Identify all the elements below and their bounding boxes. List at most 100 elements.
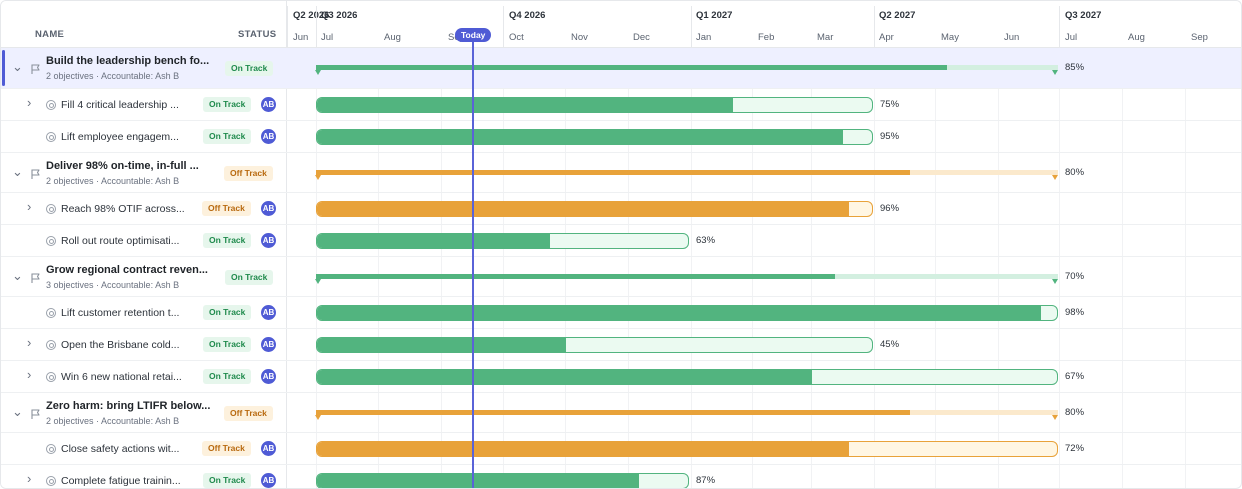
status-column-header[interactable]: STATUS (238, 29, 277, 40)
goal-row[interactable]: ⌄ Deliver 98% on-time, in-full ... 2 objec… (1, 153, 287, 193)
objective-progress-fill (317, 370, 813, 384)
objective-title[interactable]: Close safety actions wit... (61, 443, 180, 455)
end-marker-icon (1052, 175, 1058, 180)
avatar[interactable]: AB (261, 233, 276, 248)
quarter-divider (691, 6, 692, 48)
objective-target-icon (46, 236, 56, 246)
progress-label: 70% (1065, 271, 1085, 282)
objective-title[interactable]: Roll out route optimisati... (61, 235, 180, 247)
objective-title[interactable]: Open the Brisbane cold... (61, 339, 180, 351)
month-label: May (941, 32, 959, 43)
objective-row[interactable]: › Reach 98% OTIF across... Off Track AB (1, 193, 287, 225)
status-badge: On Track (225, 270, 274, 285)
chevron-down-icon[interactable]: ⌄ (12, 164, 23, 179)
status-badge: On Track (203, 233, 252, 248)
objective-title[interactable]: Complete fatigue trainin... (61, 475, 181, 487)
goal-progress-bar[interactable] (316, 170, 1058, 175)
goal-row[interactable]: ⌄ Grow regional contract reven... 3 object… (1, 257, 287, 297)
flag-icon (30, 271, 42, 283)
objective-progress-fill (317, 98, 733, 112)
objective-progress-bar[interactable] (316, 97, 873, 113)
goal-progress-bar[interactable] (316, 274, 1058, 279)
goal-progress-bar[interactable] (316, 410, 1058, 415)
start-marker-icon (315, 70, 321, 75)
goal-row[interactable]: ⌄ Build the leadership bench fo... 2 objec… (1, 48, 287, 89)
avatar[interactable]: AB (261, 473, 276, 488)
goal-progress-fill (316, 274, 836, 279)
goal-progress-fill (316, 65, 947, 70)
chevron-right-icon[interactable]: › (27, 471, 32, 486)
objective-row[interactable]: Roll out route optimisati... On Track AB (1, 225, 287, 257)
avatar[interactable]: AB (261, 441, 276, 456)
objective-progress-fill (317, 442, 850, 456)
objective-progress-fill (317, 474, 639, 488)
chevron-right-icon[interactable]: › (27, 335, 32, 350)
goal-list-panel: NAME STATUS ⌄ Build the leadership bench … (1, 1, 287, 488)
goal-progress-bar[interactable] (316, 65, 1058, 70)
objective-title[interactable]: Fill 4 critical leadership ... (61, 99, 179, 111)
objective-title[interactable]: Lift customer retention t... (61, 307, 180, 319)
objective-progress-bar[interactable] (316, 201, 873, 217)
quarter-divider (503, 6, 504, 48)
avatar[interactable]: AB (261, 129, 276, 144)
timeline-row: 63% (287, 225, 1241, 257)
objective-title[interactable]: Lift employee engagem... (61, 131, 179, 143)
objective-title[interactable]: Reach 98% OTIF across... (61, 203, 185, 215)
quarter-label-q3-2026: Q3 2026 (321, 10, 358, 21)
objective-target-icon (46, 204, 56, 214)
chevron-down-icon[interactable]: ⌄ (12, 268, 23, 283)
goal-row[interactable]: ⌄ Zero harm: bring LTIFR below... 2 object… (1, 393, 287, 433)
status-badge: On Track (203, 305, 252, 320)
status-badge: Off Track (202, 441, 251, 456)
objective-progress-bar[interactable] (316, 473, 689, 488)
chevron-right-icon[interactable]: › (27, 95, 32, 110)
objective-progress-bar[interactable] (316, 441, 1058, 457)
objective-target-icon (46, 372, 56, 382)
chevron-right-icon[interactable]: › (27, 367, 32, 382)
objective-title[interactable]: Win 6 new national retai... (61, 371, 182, 383)
grid-line (998, 48, 999, 488)
end-marker-icon (1052, 279, 1058, 284)
start-marker-icon (315, 279, 321, 284)
avatar[interactable]: AB (261, 305, 276, 320)
objective-progress-bar[interactable] (316, 369, 1058, 385)
objective-row[interactable]: › Win 6 new national retai... On Track AB (1, 361, 287, 393)
name-column-header[interactable]: NAME (35, 29, 65, 40)
objective-row[interactable]: Lift employee engagem... On Track AB (1, 121, 287, 153)
status-badge: On Track (203, 129, 252, 144)
avatar[interactable]: AB (261, 201, 276, 216)
objective-row[interactable]: › Open the Brisbane cold... On Track AB (1, 329, 287, 361)
objective-progress-fill (317, 202, 849, 216)
objective-row[interactable]: › Fill 4 critical leadership ... On Track A… (1, 89, 287, 121)
goal-title[interactable]: Grow regional contract reven... (46, 264, 208, 276)
list-header: NAME STATUS (1, 1, 287, 48)
goal-title[interactable]: Build the leadership bench fo... (46, 55, 210, 67)
month-label: Sep (1191, 32, 1208, 43)
objective-progress-bar[interactable] (316, 305, 1058, 321)
avatar[interactable]: AB (261, 337, 276, 352)
objective-progress-bar[interactable] (316, 233, 689, 249)
objective-row[interactable]: › Complete fatigue trainin... On Track AB (1, 465, 287, 488)
chevron-down-icon[interactable]: ⌄ (12, 59, 23, 74)
objective-progress-fill (317, 306, 1042, 320)
goal-title[interactable]: Zero harm: bring LTIFR below... (46, 400, 211, 412)
grid-line (1059, 48, 1060, 488)
objective-progress-bar[interactable] (316, 129, 873, 145)
goal-title[interactable]: Deliver 98% on-time, in-full ... (46, 160, 199, 172)
objective-row[interactable]: Close safety actions wit... Off Track AB (1, 433, 287, 465)
progress-label: 85% (1065, 62, 1085, 73)
chevron-right-icon[interactable]: › (27, 199, 32, 214)
objective-progress-fill (317, 338, 567, 352)
today-marker-line (472, 35, 474, 488)
objective-row[interactable]: Lift customer retention t... On Track AB (1, 297, 287, 329)
status-badge: Off Track (224, 406, 273, 421)
chevron-down-icon[interactable]: ⌄ (12, 404, 23, 419)
timeline-row: 95% (287, 121, 1241, 153)
objective-progress-bar[interactable] (316, 337, 873, 353)
avatar[interactable]: AB (261, 97, 276, 112)
avatar[interactable]: AB (261, 369, 276, 384)
objective-progress-fill (317, 234, 551, 248)
objective-progress-fill (317, 130, 844, 144)
today-marker[interactable]: Today (455, 28, 492, 42)
